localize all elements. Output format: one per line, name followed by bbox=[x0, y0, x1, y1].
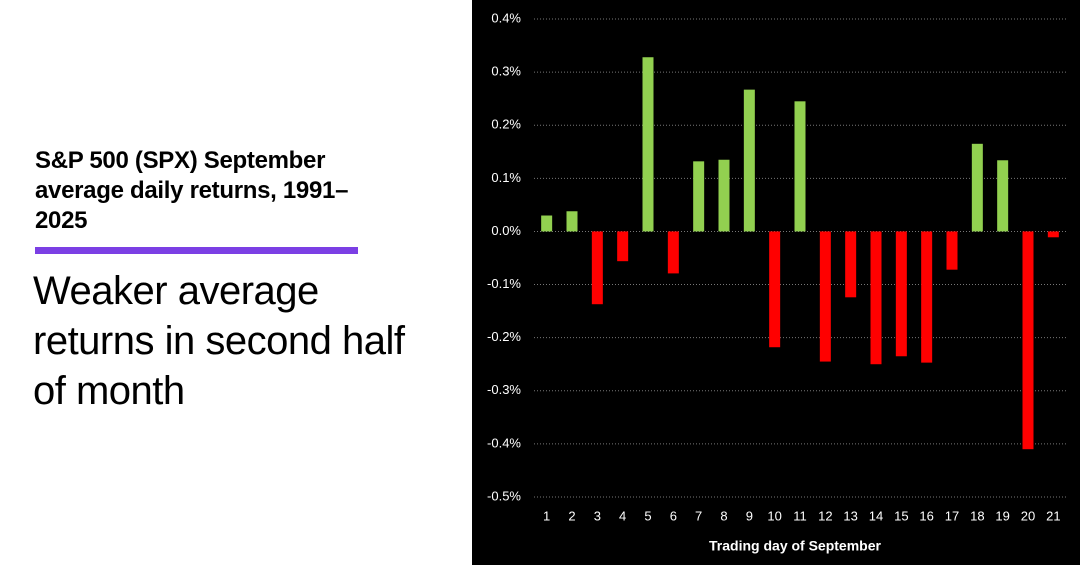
x-tick-label: 5 bbox=[644, 508, 651, 523]
chart-title: S&P 500 (SPX) September average daily re… bbox=[35, 147, 349, 234]
x-tick-label: 9 bbox=[746, 508, 753, 523]
bar bbox=[566, 211, 578, 232]
bar bbox=[667, 231, 679, 274]
bar bbox=[1047, 231, 1059, 238]
x-tick-label: 12 bbox=[818, 508, 832, 523]
y-tick-label: -0.1% bbox=[487, 276, 521, 291]
bar bbox=[895, 231, 907, 357]
x-axis-label: Trading day of September bbox=[709, 538, 881, 554]
y-tick-label: 0.0% bbox=[491, 223, 521, 238]
x-tick-label: 18 bbox=[970, 508, 984, 523]
x-tick-label: 16 bbox=[919, 508, 933, 523]
x-tick-label: 13 bbox=[843, 508, 857, 523]
y-tick-label: 0.1% bbox=[491, 170, 521, 185]
x-tick-label: 2 bbox=[568, 508, 575, 523]
bar bbox=[718, 159, 730, 232]
chart: Trading day of September -0.5% -0.4% -0.3%… bbox=[472, 0, 1080, 565]
x-tick-label: 4 bbox=[619, 508, 626, 523]
x-tick-label: 8 bbox=[720, 508, 727, 523]
x-tick-label: 17 bbox=[945, 508, 959, 523]
x-tick-label: 7 bbox=[695, 508, 702, 523]
y-tick-label: -0.3% bbox=[487, 382, 521, 397]
x-tick-label: 1 bbox=[543, 508, 550, 523]
x-tick-label: 3 bbox=[594, 508, 601, 523]
bar bbox=[693, 161, 705, 232]
text-panel: S&P 500 (SPX) September average daily re… bbox=[0, 0, 472, 565]
bar bbox=[946, 231, 958, 270]
bar bbox=[591, 231, 603, 305]
x-tick-label: 14 bbox=[869, 508, 883, 523]
bar bbox=[541, 215, 553, 232]
x-tick-label: 19 bbox=[995, 508, 1009, 523]
x-tick-label: 21 bbox=[1046, 508, 1060, 523]
bar bbox=[1022, 231, 1034, 450]
bar bbox=[997, 160, 1009, 232]
x-tick-label: 11 bbox=[793, 508, 807, 523]
bar bbox=[794, 101, 806, 232]
bar bbox=[921, 231, 933, 363]
y-tick-label: 0.2% bbox=[491, 117, 521, 132]
x-tick-label: 15 bbox=[894, 508, 908, 523]
accent-rule bbox=[35, 247, 358, 254]
bar bbox=[845, 231, 857, 298]
bar bbox=[743, 89, 755, 232]
y-tick-label: -0.4% bbox=[487, 435, 521, 450]
x-tick-label: 10 bbox=[767, 508, 781, 523]
x-tick-label: 6 bbox=[670, 508, 677, 523]
x-tick-label: 20 bbox=[1021, 508, 1035, 523]
bar bbox=[617, 231, 629, 262]
bar bbox=[769, 231, 781, 348]
chart-subtitle: Weaker average returns in second half of… bbox=[33, 269, 405, 413]
y-tick-label: -0.5% bbox=[487, 488, 521, 503]
y-tick-label: 0.4% bbox=[491, 10, 521, 25]
bar bbox=[971, 143, 983, 232]
bar bbox=[642, 57, 654, 232]
bar bbox=[819, 231, 831, 362]
y-tick-label: -0.2% bbox=[487, 329, 521, 344]
y-tick-label: 0.3% bbox=[491, 64, 521, 79]
bar bbox=[870, 231, 882, 365]
